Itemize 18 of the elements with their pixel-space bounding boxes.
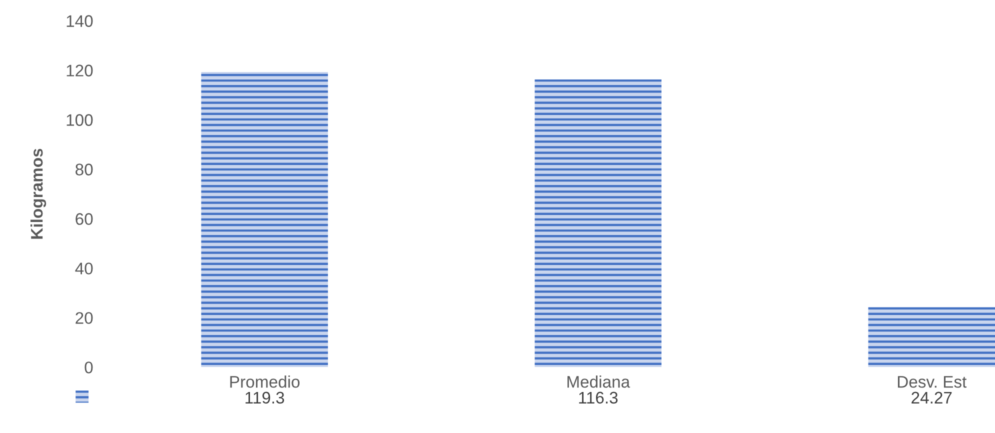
x-tick-label: Promedio bbox=[230, 376, 300, 388]
x-tick-label: Mediana bbox=[568, 376, 630, 388]
y-tick-label: 40 bbox=[75, 262, 93, 274]
y-axis-title: Kilogramos bbox=[30, 148, 46, 239]
y-tick-label: 0 bbox=[84, 362, 93, 374]
y-tick-label: 140 bbox=[66, 15, 93, 27]
bar bbox=[534, 79, 662, 368]
x-tick-label: Desv. Est bbox=[898, 376, 967, 388]
y-tick-label: 120 bbox=[66, 64, 93, 76]
y-tick-label: 100 bbox=[66, 114, 93, 126]
data-label: 116.3 bbox=[579, 392, 618, 404]
bar bbox=[201, 72, 328, 368]
data-label: 24.27 bbox=[912, 392, 952, 404]
y-tick-label: 80 bbox=[76, 164, 93, 176]
y-tick-label: 20 bbox=[76, 312, 93, 324]
y-tick-label: 60 bbox=[76, 213, 93, 225]
bar bbox=[868, 307, 995, 368]
data-label: 119.3 bbox=[246, 392, 284, 404]
